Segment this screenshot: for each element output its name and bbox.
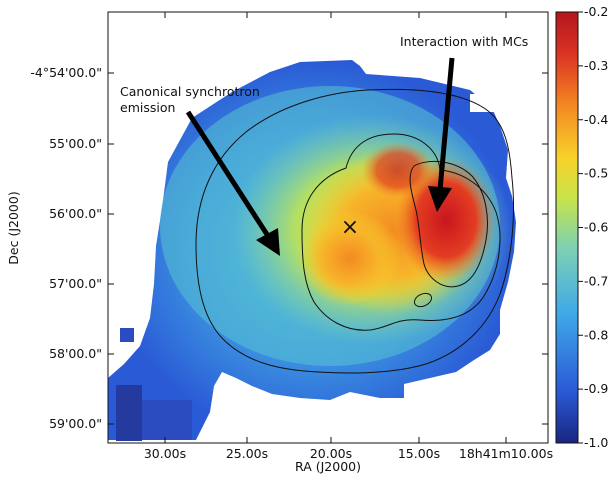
blank-notch — [470, 94, 502, 112]
y-tick-label: 56'00.0" — [49, 206, 102, 221]
arrow-synchrotron — [185, 110, 280, 256]
y-tick-label: 57'00.0" — [49, 276, 102, 291]
edge-pixels-left — [116, 385, 142, 441]
colorbar-tick-label: -0.2 — [584, 4, 608, 19]
contour-middle — [301, 133, 501, 331]
x-axis-label: RA (J2000) — [295, 459, 361, 474]
colorbar-tick-label: -0.9 — [584, 381, 608, 396]
colorbar-ticks: -0.2 -0.3 -0.4 -0.5 -0.6 -0.7 -0.8 -0.9 -1.0 — [578, 4, 608, 450]
colorbar-tick-label: -0.5 — [584, 166, 608, 181]
y-axis-label: Dec (J2000) — [6, 191, 21, 264]
y-tick-label: -4°54'00.0" — [30, 65, 102, 80]
contour-outer — [195, 88, 514, 374]
x-tick-label: 25.00s — [226, 446, 268, 461]
colorbar-tick-label: -0.7 — [584, 273, 608, 288]
y-tick-label: 59'00.0" — [49, 416, 102, 431]
x-axis-ticks: 30.00s 25.00s 20.00s 15.00s 18h41m10.00s — [144, 12, 553, 461]
colorbar-tick-label: -0.8 — [584, 327, 608, 342]
annotation-mc: Interaction with MCs — [400, 34, 528, 49]
colorbar-tick-label: -0.4 — [584, 112, 608, 127]
center-marker: × — [341, 215, 359, 240]
colorbar-tick-label: -0.6 — [584, 220, 608, 235]
colorbar-tick-label: -1.0 — [584, 435, 608, 450]
arrow-mc — [428, 57, 455, 212]
edge-pixels-left-2 — [120, 328, 134, 342]
x-tick-label: 30.00s — [144, 446, 186, 461]
y-tick-label: 55'00.0" — [49, 136, 102, 151]
x-tick-label: 20.00s — [310, 446, 352, 461]
hotspot-red-2 — [362, 142, 434, 198]
plot-frame — [107, 11, 549, 444]
core-region-orange-2 — [298, 210, 402, 306]
y-tick-label: 58'00.0" — [49, 346, 102, 361]
edge-pixels-left-3 — [142, 400, 192, 440]
colorbar-tick-label: -0.3 — [584, 58, 608, 73]
heatmap-image — [108, 60, 516, 441]
x-tick-label: 18h41m10.00s — [459, 446, 553, 461]
colorbar — [555, 11, 579, 444]
contour-inner — [409, 160, 488, 288]
y-axis-ticks: -4°54'00.0" 55'00.0" 56'00.0" 57'00.0" 58'00… — [30, 65, 548, 431]
x-tick-label: 15.00s — [398, 446, 440, 461]
contour-small — [413, 292, 433, 308]
annotation-synchrotron: Canonical synchrotron emission — [120, 84, 260, 115]
